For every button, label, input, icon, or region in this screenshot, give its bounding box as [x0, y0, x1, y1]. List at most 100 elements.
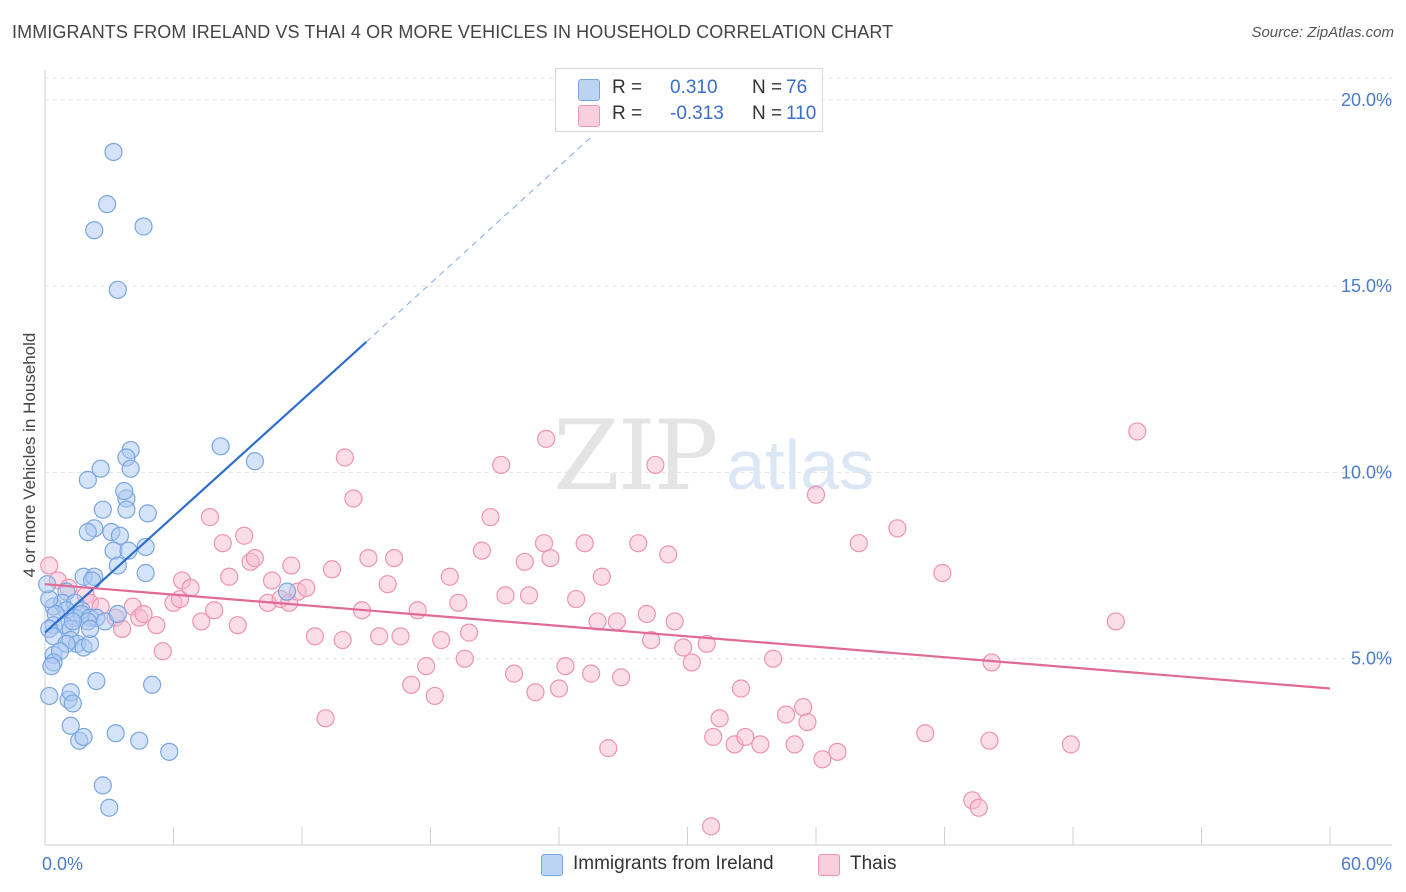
thais-point	[134, 604, 153, 624]
thais-point	[549, 679, 569, 698]
series-legend: Immigrants from Ireland Thais	[0, 851, 1406, 879]
y-axis-label: 4 or more Vehicles in Household	[20, 333, 39, 578]
thais-point	[592, 567, 611, 586]
thais-point	[665, 612, 684, 631]
thais-point	[629, 534, 648, 553]
thais-point	[213, 534, 232, 553]
legend-swatch-pink	[578, 105, 600, 127]
ireland-point	[63, 612, 82, 631]
ireland-point	[136, 563, 155, 583]
thais-point	[582, 664, 601, 683]
thais-point	[432, 630, 451, 650]
thais-point	[785, 735, 804, 754]
y-tick-label: 10.0%	[1341, 462, 1392, 482]
thais-point	[322, 560, 342, 579]
thais-point	[575, 534, 594, 553]
thais-point	[637, 604, 656, 624]
thais-point	[798, 712, 817, 732]
y-tick-label: 15.0%	[1341, 276, 1392, 296]
r-label: R =	[612, 77, 643, 98]
thais-point	[764, 649, 783, 668]
ireland-point	[63, 694, 82, 713]
thais-point	[736, 727, 755, 747]
thais-point	[384, 549, 404, 568]
thais-point	[1128, 422, 1147, 441]
thais-point	[1061, 735, 1080, 754]
legend-label: Immigrants from Ireland	[573, 853, 774, 874]
thais-point	[504, 664, 524, 683]
x-tick-label: 60.0%	[1341, 854, 1392, 874]
ireland-point	[40, 589, 59, 609]
thais-point	[455, 649, 474, 668]
thais-point	[556, 657, 575, 676]
thais-point	[607, 612, 626, 631]
thais-point	[481, 508, 500, 527]
thais-point	[220, 567, 239, 586]
ireland-point	[142, 675, 162, 694]
tick-labels: 5.0% 10.0% 15.0% 20.0% 0.0% 60.0%	[42, 90, 1392, 874]
correlation-legend: R = 0.310 N = 76 R = -0.313 N = 110	[555, 68, 823, 132]
thais-point	[794, 698, 813, 717]
ireland-point	[245, 452, 264, 471]
thais-point	[588, 612, 607, 631]
watermark: ZIP atlas	[553, 400, 874, 512]
n-value: 110	[786, 103, 817, 124]
thais-point	[200, 508, 220, 527]
thais-point	[710, 709, 729, 728]
thais-point	[641, 630, 661, 650]
thais-point	[147, 616, 166, 635]
n-value: 76	[786, 77, 808, 98]
thais-point	[933, 563, 952, 583]
ireland-point	[106, 724, 125, 743]
thais-point	[599, 739, 618, 758]
thais-point	[674, 638, 693, 657]
thais-point	[916, 724, 935, 743]
thais-point	[262, 571, 282, 590]
thais-point	[205, 601, 224, 620]
thais-point	[682, 653, 701, 672]
y-tick-label: 20.0%	[1341, 90, 1392, 110]
thais-point	[969, 798, 988, 817]
ireland-point	[85, 221, 104, 240]
thais-point	[526, 683, 545, 702]
thais-point	[1106, 612, 1125, 631]
ireland-point	[87, 671, 106, 691]
thais-point	[282, 556, 301, 575]
ireland-point	[40, 686, 59, 706]
thais-point	[333, 630, 352, 650]
thais-point	[359, 549, 378, 568]
thais-point	[378, 575, 397, 594]
thais-point	[849, 534, 868, 553]
thais-point	[440, 567, 459, 586]
thais-point	[391, 627, 410, 646]
thais-point	[344, 489, 363, 508]
ireland-points	[38, 142, 297, 817]
ireland-point	[115, 481, 134, 501]
thais-point	[496, 586, 515, 605]
n-label: N =	[752, 103, 783, 124]
ireland-point	[100, 798, 119, 817]
thais-trend-line	[44, 583, 1331, 690]
thais-point	[646, 455, 665, 475]
ireland-point	[104, 142, 123, 162]
thais-point	[659, 545, 678, 564]
trend-lines	[44, 136, 1331, 690]
thais-point	[806, 485, 826, 504]
watermark-zip: ZIP	[553, 400, 718, 512]
thais-point	[701, 817, 721, 836]
ireland-point	[134, 217, 153, 236]
thais-point	[402, 675, 421, 694]
thais-point	[813, 750, 832, 769]
thais-point	[235, 526, 254, 545]
thais-point	[472, 541, 491, 560]
ireland-point	[138, 504, 157, 523]
thais-point	[519, 586, 539, 605]
ireland-trend-extension	[365, 136, 592, 343]
axes	[44, 70, 1392, 846]
thais-point	[888, 519, 907, 538]
ireland-point	[91, 459, 110, 478]
ireland-trend-line	[44, 341, 367, 634]
watermark-atlas: atlas	[726, 426, 875, 504]
thais-point	[537, 429, 556, 448]
